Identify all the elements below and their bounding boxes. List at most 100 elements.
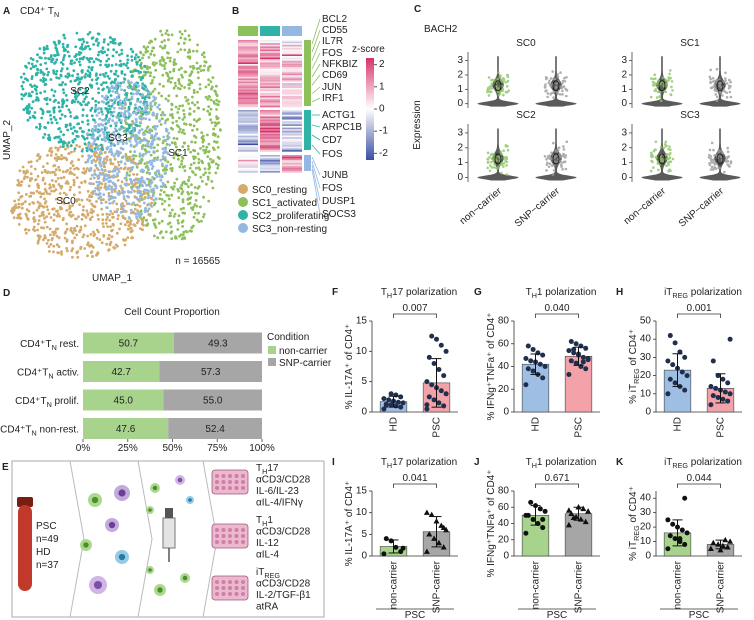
umap-point xyxy=(44,200,48,203)
umap-point xyxy=(161,155,165,158)
violin-point xyxy=(490,166,494,169)
umap-point xyxy=(90,78,94,82)
heatmap-row xyxy=(260,104,280,106)
umap-point xyxy=(75,130,79,134)
umap-point xyxy=(133,189,136,193)
umap-point xyxy=(201,161,205,165)
cell-nucleus xyxy=(93,580,103,590)
umap-point xyxy=(54,43,58,47)
violin-point xyxy=(729,95,733,99)
umap-point xyxy=(142,223,145,227)
umap-point xyxy=(95,129,99,133)
umap-point xyxy=(104,71,108,75)
umap-point xyxy=(143,73,147,77)
umap-point xyxy=(195,120,199,123)
umap-point xyxy=(186,98,190,102)
y-tick-label: 2 xyxy=(457,142,463,153)
umap-point xyxy=(157,221,161,225)
umap-point xyxy=(177,154,180,158)
umap-point xyxy=(139,100,143,104)
umap-point xyxy=(183,165,186,168)
heatmap-row xyxy=(282,59,302,61)
umap-point xyxy=(57,105,61,109)
umap-point xyxy=(92,234,96,238)
umap-point xyxy=(211,133,215,137)
heatmap-row xyxy=(260,148,280,151)
umap-point xyxy=(156,210,160,213)
umap-point xyxy=(73,236,77,240)
umap-point xyxy=(106,225,109,229)
umap-point xyxy=(28,202,31,206)
cell-nucleus xyxy=(118,489,126,497)
violin-point xyxy=(546,155,550,158)
heatmap-row xyxy=(282,132,302,135)
umap-point xyxy=(80,149,84,153)
umap-point xyxy=(164,147,167,151)
umap-point xyxy=(183,115,187,119)
umap-point xyxy=(108,117,111,121)
y-tick-label: 40 xyxy=(640,334,652,345)
y-tick-label: 60 xyxy=(498,502,510,513)
umap-point xyxy=(75,198,78,202)
umap-point xyxy=(69,80,73,83)
value-label: 45.0 xyxy=(114,396,134,407)
umap-point xyxy=(30,75,34,78)
umap-point xyxy=(64,94,68,97)
umap-point xyxy=(108,219,112,222)
blood-tube xyxy=(18,505,32,591)
violin-point xyxy=(487,94,491,97)
violin-point xyxy=(708,148,712,152)
umap-point xyxy=(110,235,114,239)
umap-point xyxy=(125,173,129,177)
umap-point xyxy=(103,75,106,78)
umap-point xyxy=(116,174,120,178)
umap-point xyxy=(46,73,49,77)
umap-point xyxy=(27,184,31,188)
x-axis-label: UMAP_1 xyxy=(92,273,132,284)
umap-point xyxy=(90,149,94,153)
umap-point xyxy=(176,86,180,90)
umap-point xyxy=(83,247,87,250)
umap-point xyxy=(102,178,106,182)
umap-point xyxy=(114,124,118,127)
umap-point xyxy=(191,171,195,174)
value-label: 50.7 xyxy=(119,339,139,350)
umap-point xyxy=(53,164,57,167)
annotation: 0.001 xyxy=(686,303,711,314)
violin-point xyxy=(544,83,547,86)
umap-point xyxy=(149,101,153,105)
umap-point xyxy=(166,180,170,184)
umap-point xyxy=(123,176,127,180)
umap-point xyxy=(146,49,150,53)
heatmap-row xyxy=(238,92,258,95)
heatmap-row xyxy=(238,126,258,128)
umap-point xyxy=(27,61,31,65)
violin-point xyxy=(489,164,492,167)
umap-point xyxy=(153,224,157,227)
umap-point xyxy=(144,129,148,133)
umap-point xyxy=(170,208,174,212)
umap-point xyxy=(145,126,149,130)
umap-point xyxy=(118,106,121,110)
umap-point xyxy=(127,224,131,228)
heatmap-row xyxy=(238,89,258,92)
umap-point xyxy=(50,179,54,182)
heatmap-row xyxy=(238,163,258,165)
umap-point xyxy=(197,161,201,165)
syringe-plunger xyxy=(165,508,173,518)
heatmap-row xyxy=(238,78,258,81)
point xyxy=(580,354,586,360)
point xyxy=(525,343,531,349)
umap-point xyxy=(119,127,123,131)
point xyxy=(438,388,444,394)
violin-point xyxy=(564,167,568,171)
violin-point xyxy=(551,70,554,73)
chart-title-part: REG xyxy=(672,291,688,300)
heatmap-row xyxy=(282,114,302,117)
umap-point xyxy=(188,229,192,233)
heatmap-row xyxy=(282,126,302,128)
heatmap-row xyxy=(282,41,302,44)
violin-point xyxy=(561,93,564,96)
umap-point xyxy=(82,167,86,171)
point xyxy=(431,397,437,403)
